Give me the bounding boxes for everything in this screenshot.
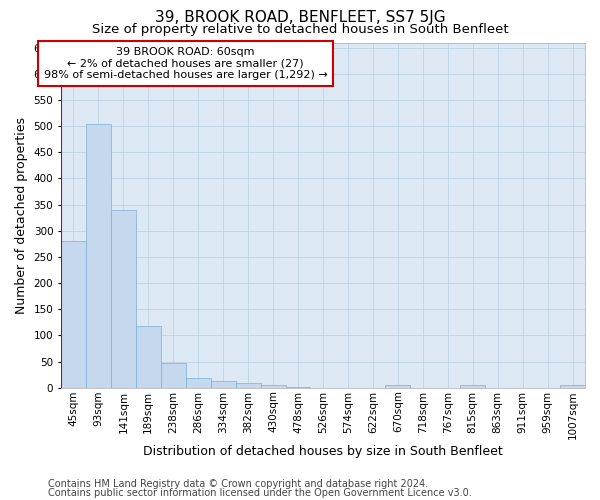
X-axis label: Distribution of detached houses by size in South Benfleet: Distribution of detached houses by size … [143,444,503,458]
Bar [286,387,310,388]
Bar [560,385,585,388]
Bar [211,381,236,388]
Bar [260,384,286,388]
Bar [236,383,260,388]
Text: 39 BROOK ROAD: 60sqm
← 2% of detached houses are smaller (27)
98% of semi-detach: 39 BROOK ROAD: 60sqm ← 2% of detached ho… [44,47,328,80]
Bar [385,385,410,388]
Bar [186,378,211,388]
Bar [136,326,161,388]
Text: Size of property relative to detached houses in South Benfleet: Size of property relative to detached ho… [92,22,508,36]
Text: Contains HM Land Registry data © Crown copyright and database right 2024.: Contains HM Land Registry data © Crown c… [48,479,428,489]
Text: 39, BROOK ROAD, BENFLEET, SS7 5JG: 39, BROOK ROAD, BENFLEET, SS7 5JG [155,10,445,25]
Bar [111,210,136,388]
Bar [161,363,186,388]
Bar [460,385,485,388]
Text: Contains public sector information licensed under the Open Government Licence v3: Contains public sector information licen… [48,488,472,498]
Y-axis label: Number of detached properties: Number of detached properties [15,116,28,314]
Bar [61,241,86,388]
Bar [86,124,111,388]
